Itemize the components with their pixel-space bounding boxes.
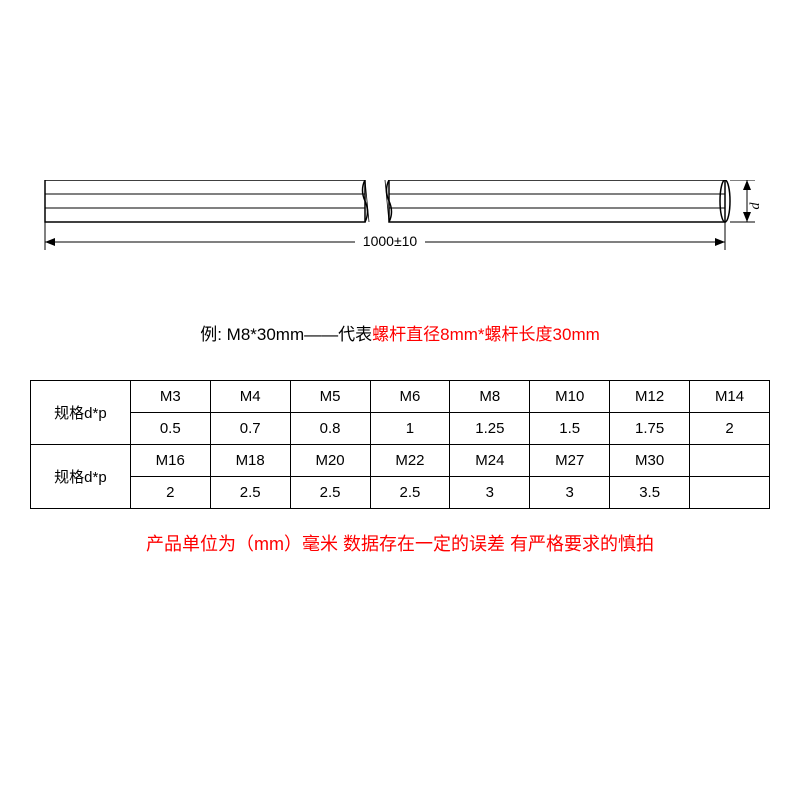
pitch-cell: 3.5 (610, 477, 690, 509)
size-cell: M16 (130, 445, 210, 477)
pitch-cell: 3 (530, 477, 610, 509)
spec-table-wrap: 规格d*p M3 M4 M5 M6 M8 M10 M12 M14 0.5 0.7… (30, 380, 770, 509)
size-cell: M22 (370, 445, 450, 477)
diameter-label: d (748, 202, 763, 210)
row-header-1: 规格d*p (31, 381, 131, 445)
pitch-cell: 1.5 (530, 413, 610, 445)
diameter-dimension: d (730, 180, 763, 222)
size-cell: M8 (450, 381, 530, 413)
pitch-cell: 2.5 (370, 477, 450, 509)
pitch-cell: 1 (370, 413, 450, 445)
length-label: 1000±10 (363, 233, 418, 249)
table-row: 0.5 0.7 0.8 1 1.25 1.5 1.75 2 (31, 413, 770, 445)
row-header-2: 规格d*p (31, 445, 131, 509)
size-cell: M20 (290, 445, 370, 477)
spec-table: 规格d*p M3 M4 M5 M6 M8 M10 M12 M14 0.5 0.7… (30, 380, 770, 509)
pitch-cell: 0.8 (290, 413, 370, 445)
table-row: 规格d*p M3 M4 M5 M6 M8 M10 M12 M14 (31, 381, 770, 413)
pitch-cell: 2.5 (290, 477, 370, 509)
example-prefix: 例: M8*30mm——代表 (200, 325, 372, 344)
size-cell: M3 (130, 381, 210, 413)
size-cell: M27 (530, 445, 610, 477)
pitch-cell: 3 (450, 477, 530, 509)
pitch-cell: 1.25 (450, 413, 530, 445)
example-red: 螺杆直径8mm*螺杆长度30mm (372, 325, 600, 344)
size-cell: M30 (610, 445, 690, 477)
size-cell: M24 (450, 445, 530, 477)
pitch-cell: 1.75 (610, 413, 690, 445)
rod-diagram: 1000±10 d (35, 180, 765, 260)
table-row: 规格d*p M16 M18 M20 M22 M24 M27 M30 (31, 445, 770, 477)
table-row: 2 2.5 2.5 2.5 3 3 3.5 (31, 477, 770, 509)
size-cell: M6 (370, 381, 450, 413)
example-text: 例: M8*30mm——代表螺杆直径8mm*螺杆长度30mm (0, 320, 800, 345)
rod-svg: 1000±10 d (35, 180, 765, 275)
size-cell: M5 (290, 381, 370, 413)
size-cell: M10 (530, 381, 610, 413)
pitch-cell (690, 477, 770, 509)
size-cell (690, 445, 770, 477)
size-cell: M4 (210, 381, 290, 413)
pitch-cell: 2 (690, 413, 770, 445)
size-cell: M14 (690, 381, 770, 413)
footer-note: 产品单位为（mm）毫米 数据存在一定的误差 有严格要求的慎拍 (0, 530, 800, 556)
pitch-cell: 0.7 (210, 413, 290, 445)
length-dimension: 1000±10 (45, 222, 725, 250)
pitch-cell: 2 (130, 477, 210, 509)
rod-right (385, 180, 730, 222)
size-cell: M18 (210, 445, 290, 477)
size-cell: M12 (610, 381, 690, 413)
pitch-cell: 2.5 (210, 477, 290, 509)
rod-left (45, 180, 369, 222)
pitch-cell: 0.5 (130, 413, 210, 445)
